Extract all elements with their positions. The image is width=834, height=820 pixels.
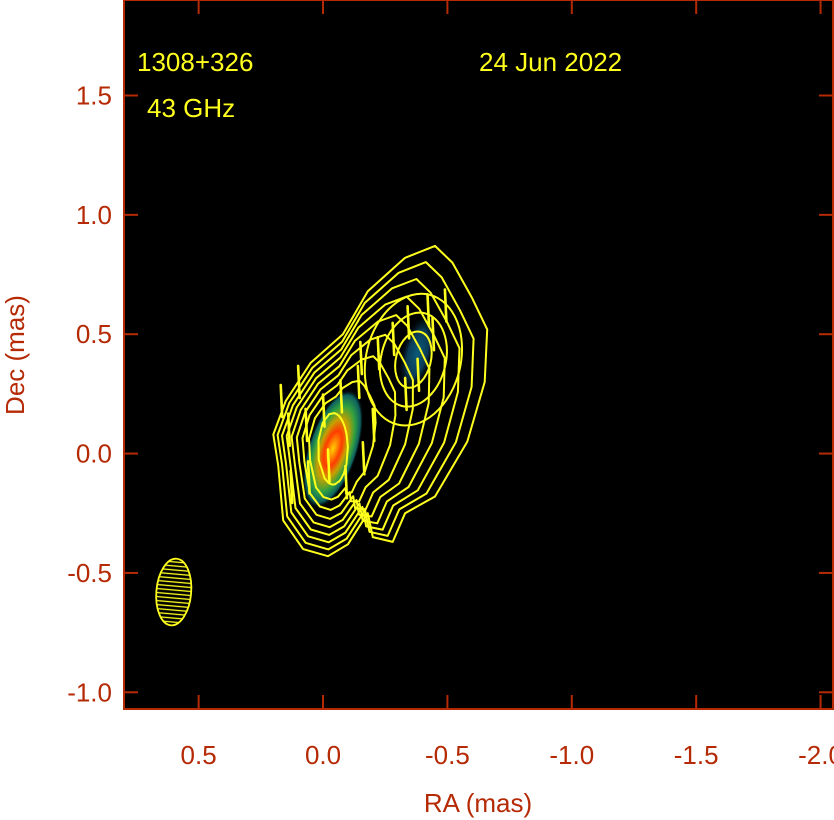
x-tick-label: 0.5 — [181, 740, 217, 770]
contour-level — [317, 412, 349, 486]
evpa-vector — [289, 469, 294, 505]
evpa-vector — [279, 383, 284, 419]
y-tick-label: -1.0 — [67, 677, 112, 707]
contour-level — [301, 355, 397, 511]
evpa-vector — [371, 407, 376, 443]
evpa-vector — [431, 316, 436, 352]
x-tick-label: -1.5 — [674, 740, 719, 770]
y-tick-label: -0.5 — [67, 558, 112, 588]
y-tick-label: 1.5 — [76, 80, 112, 110]
contour-level — [281, 278, 461, 544]
frequency-annotation: 43 GHz — [147, 93, 235, 123]
evpa-vector — [416, 357, 421, 393]
date-annotation: 24 Jun 2022 — [479, 47, 622, 77]
evpa-vector — [304, 407, 309, 443]
x-tick-label: -0.5 — [425, 740, 470, 770]
x-axis-ticks: 0.5 0.0 -0.5 -1.0 -1.5 -2.0 — [181, 0, 834, 770]
evpa-vector — [426, 293, 431, 328]
contour-level — [378, 311, 448, 408]
contour-level — [363, 292, 464, 427]
evpa-vector — [306, 460, 311, 495]
evpa-vector — [376, 336, 381, 371]
contour-level — [308, 379, 377, 501]
evpa-vector — [361, 441, 366, 476]
evpa-vector — [339, 378, 344, 414]
contour-level — [285, 295, 446, 536]
plot-area — [124, 0, 833, 709]
x-tick-label: -1.0 — [549, 740, 594, 770]
plot-frame — [123, 0, 834, 710]
contour-level — [272, 244, 489, 558]
evpa-vector — [344, 464, 349, 500]
core-emission — [302, 389, 364, 509]
evpa-vector — [443, 288, 448, 323]
x-tick-label: 0.0 — [305, 740, 341, 770]
beam-ellipse — [155, 557, 193, 627]
contour-level — [276, 261, 475, 551]
y-tick-label: 0.0 — [76, 439, 112, 469]
evpa-vector — [296, 364, 301, 400]
y-axis-title: Dec (mas) — [0, 295, 30, 415]
intensity-image — [302, 311, 438, 509]
evpa-vector — [403, 376, 408, 412]
contour-level — [295, 333, 414, 520]
evpa-vector — [356, 364, 361, 400]
evpa-vector — [359, 340, 364, 376]
evpa-vector — [286, 412, 291, 447]
contour-level — [290, 314, 431, 529]
y-tick-label: 1.0 — [76, 200, 112, 230]
evpa-vector — [406, 304, 411, 340]
y-axis-ticks: 1.5 1.0 0.5 0.0 -0.5 -1.0 — [67, 80, 833, 707]
jet-knot-emission — [397, 311, 438, 396]
evpa-vector — [321, 393, 326, 428]
evpa-vector — [326, 448, 331, 483]
x-tick-label: -2.0 — [798, 740, 834, 770]
contour-lines — [272, 244, 489, 558]
y-tick-label: 0.5 — [76, 319, 112, 349]
evpa-vectors — [279, 288, 448, 505]
x-axis-title: RA (mas) — [424, 788, 532, 818]
evpa-vector — [391, 321, 396, 357]
source-annotation: 1308+326 — [137, 47, 253, 77]
